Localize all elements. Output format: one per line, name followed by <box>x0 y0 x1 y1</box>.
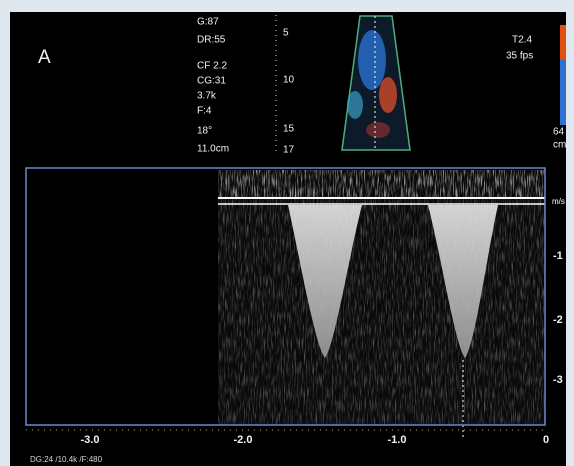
time-tick: 0 <box>543 434 549 446</box>
color-scale-label: 64 <box>553 127 565 138</box>
velocity-unit: m/s <box>552 197 565 206</box>
depth-label: 15 <box>283 124 295 135</box>
time-tick: -2.0 <box>234 434 253 446</box>
depth-label: 5 <box>283 28 289 39</box>
ultrasound-image: A G:87 DR:55 CF 2.2 CG:31 3.7k F:4 18° 1… <box>0 0 574 466</box>
depth-label: 10 <box>283 75 295 86</box>
color-scale-label: cm <box>553 140 566 151</box>
setting: F:4 <box>197 106 212 117</box>
spectrum-upper <box>218 170 545 197</box>
setting: G:87 <box>197 17 219 28</box>
setting: 35 fps <box>506 51 533 62</box>
setting: 3.7k <box>197 91 217 102</box>
panel-label: A <box>38 47 51 68</box>
setting: CG:31 <box>197 76 226 87</box>
setting: T2.4 <box>512 35 532 46</box>
velocity-tick: -2 <box>553 314 563 326</box>
setting: 11.0cm <box>197 144 229 155</box>
depth-label: 17 <box>283 145 295 156</box>
time-tick: -1.0 <box>388 434 407 446</box>
page: {"panel_label": "A", "settings": ["G:87"… <box>0 0 574 466</box>
velocity-tick: -3 <box>553 374 563 386</box>
setting: CF 2.2 <box>197 61 227 72</box>
footer: DG:24 /10.4k /F:480 <box>30 455 103 464</box>
time-tick: -3.0 <box>81 434 100 446</box>
velocity-tick: -1 <box>553 250 563 262</box>
color-bar-top <box>560 25 566 60</box>
setting: DR:55 <box>197 35 226 46</box>
setting: 18° <box>197 126 212 137</box>
